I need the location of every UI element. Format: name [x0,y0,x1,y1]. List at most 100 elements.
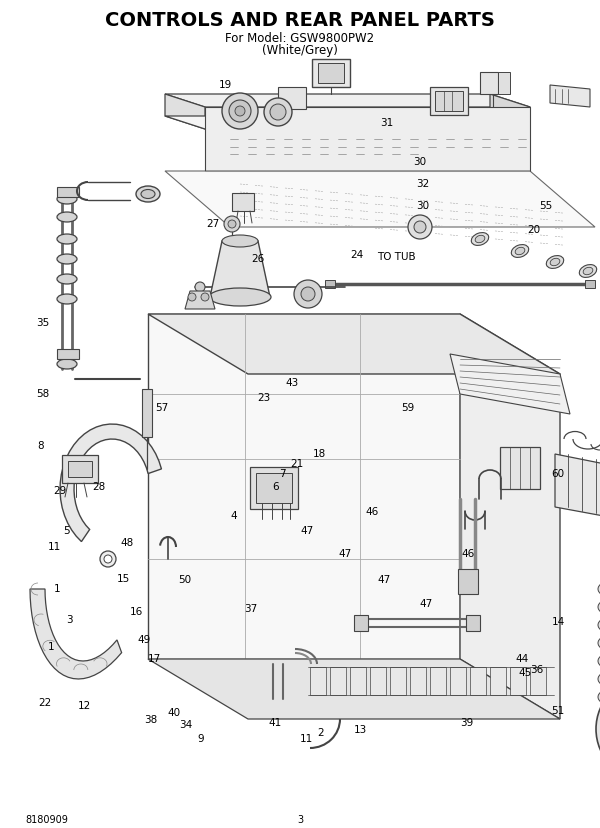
Bar [318,64,344,84]
Bar [585,281,595,289]
Bar [354,615,368,631]
Ellipse shape [141,190,155,200]
Text: 1: 1 [47,641,55,651]
Bar [430,667,446,696]
Bar [330,667,346,696]
Text: 58: 58 [37,388,50,398]
Text: 57: 57 [155,402,169,412]
Bar [256,474,292,503]
Text: 7: 7 [278,469,286,479]
Text: 5: 5 [62,525,70,535]
Text: 47: 47 [377,575,391,585]
Text: 24: 24 [350,250,364,260]
Ellipse shape [57,295,77,305]
Ellipse shape [546,257,564,269]
Polygon shape [550,86,590,108]
Ellipse shape [579,265,597,278]
Text: 8: 8 [37,440,44,450]
Polygon shape [165,171,595,228]
Circle shape [414,222,426,233]
Bar [410,667,426,696]
Text: 19: 19 [218,79,232,89]
Text: 37: 37 [244,604,257,614]
Polygon shape [490,95,530,130]
Ellipse shape [57,275,77,285]
Bar [325,281,335,289]
Bar [480,73,498,95]
Ellipse shape [598,619,600,633]
Circle shape [270,105,286,121]
Circle shape [224,217,240,233]
Polygon shape [205,108,530,171]
Text: 50: 50 [178,575,191,585]
Polygon shape [30,590,122,679]
Ellipse shape [515,248,525,255]
Circle shape [264,99,292,127]
Ellipse shape [222,236,258,248]
Text: 30: 30 [416,200,430,210]
Text: 43: 43 [286,378,299,388]
Text: CONTROLS AND REAR PANEL PARTS: CONTROLS AND REAR PANEL PARTS [105,11,495,30]
Circle shape [201,294,209,301]
Polygon shape [460,315,560,720]
Text: 11: 11 [47,542,61,551]
Text: 44: 44 [515,653,529,663]
Circle shape [235,107,245,117]
Bar [450,667,466,696]
Ellipse shape [57,255,77,265]
Text: 55: 55 [539,200,553,210]
Bar [458,570,478,595]
Text: 14: 14 [551,616,565,626]
Polygon shape [555,455,600,519]
Circle shape [188,294,196,301]
Circle shape [408,216,432,240]
Bar [390,667,406,696]
Bar [466,615,480,631]
Text: 41: 41 [268,717,281,727]
Bar [312,60,350,88]
Bar [57,188,79,198]
Bar [498,73,510,95]
Polygon shape [210,242,270,297]
Ellipse shape [583,268,593,276]
Polygon shape [185,291,215,310]
Circle shape [229,101,251,123]
Bar [62,455,98,484]
Text: 3: 3 [297,814,303,824]
Text: 28: 28 [92,482,106,492]
Bar [310,667,326,696]
Text: 6: 6 [272,481,280,491]
Text: 35: 35 [37,318,50,328]
Text: 51: 51 [551,705,565,715]
Text: 32: 32 [416,179,430,189]
Circle shape [228,221,236,229]
Circle shape [294,281,322,309]
Text: 36: 36 [530,664,544,674]
Polygon shape [148,659,560,720]
Text: 31: 31 [380,118,394,128]
Text: TO TUB: TO TUB [377,252,415,262]
Text: 45: 45 [518,667,532,677]
Text: 47: 47 [419,598,433,608]
Text: 60: 60 [551,469,565,479]
Text: 29: 29 [53,485,67,495]
Ellipse shape [57,234,77,245]
Text: 23: 23 [257,392,271,402]
Text: 1: 1 [53,583,61,593]
Ellipse shape [57,213,77,223]
Text: 47: 47 [301,525,314,535]
Text: 8180909: 8180909 [25,814,68,824]
Text: 48: 48 [121,537,134,547]
Bar [278,88,306,110]
Bar [57,349,79,359]
Ellipse shape [598,600,600,614]
Ellipse shape [598,582,600,596]
Bar [490,667,506,696]
Bar [232,194,254,212]
Bar [250,468,298,509]
Text: 11: 11 [299,734,313,744]
Circle shape [104,556,112,563]
Text: 27: 27 [206,219,220,229]
Ellipse shape [598,636,600,650]
Polygon shape [500,447,540,489]
